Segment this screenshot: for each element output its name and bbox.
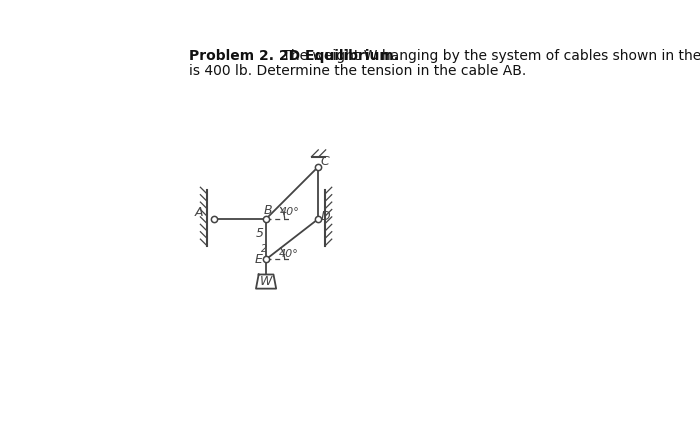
Text: 2: 2 bbox=[260, 244, 267, 254]
Text: Problem 2. 2D Equilibrium.: Problem 2. 2D Equilibrium. bbox=[188, 49, 398, 63]
Text: D: D bbox=[321, 210, 330, 223]
Text: 5: 5 bbox=[256, 227, 263, 240]
Text: E: E bbox=[254, 253, 262, 266]
Text: is 400 lb. Determine the tension in the cable AB.: is 400 lb. Determine the tension in the … bbox=[188, 64, 526, 78]
Text: W: W bbox=[260, 275, 272, 288]
Text: B: B bbox=[263, 203, 272, 216]
Text: The weight W hanging by the system of cables shown in the figure: The weight W hanging by the system of ca… bbox=[278, 49, 700, 63]
Text: C: C bbox=[321, 155, 330, 168]
Text: A: A bbox=[195, 205, 203, 218]
Text: 40°: 40° bbox=[280, 207, 300, 217]
Text: 40°: 40° bbox=[279, 249, 299, 258]
